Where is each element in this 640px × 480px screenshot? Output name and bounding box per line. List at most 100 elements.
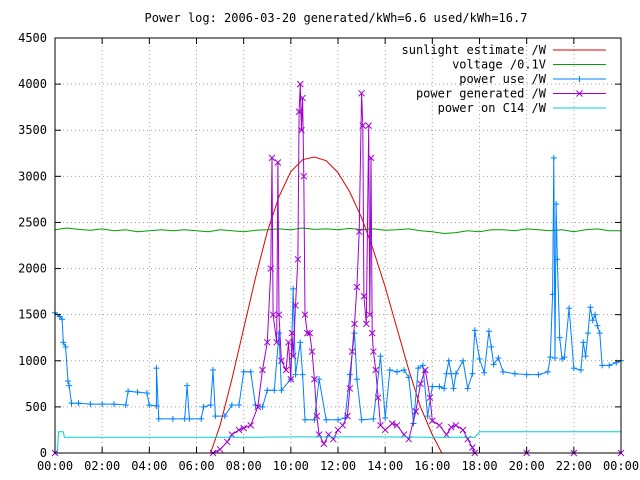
- data-point: [436, 421, 443, 429]
- data-point: [488, 343, 495, 350]
- data-point: [125, 388, 132, 395]
- chart-title: Power log: 2006-03-20 generated/kWh=6.6 …: [145, 11, 528, 25]
- x-tick-label: 10:00: [273, 459, 309, 473]
- data-point: [271, 387, 278, 394]
- data-point: [59, 316, 66, 323]
- data-point: [415, 365, 422, 372]
- data-point: [146, 402, 153, 409]
- data-point: [235, 426, 243, 434]
- legend-label: voltage /0.1V: [452, 58, 546, 72]
- data-point: [606, 362, 613, 369]
- data-point: [547, 354, 554, 361]
- data-point: [370, 415, 377, 422]
- data-point: [393, 368, 400, 375]
- data-point: [348, 348, 356, 355]
- data-point: [274, 159, 282, 166]
- y-tick-label: 4000: [18, 77, 47, 91]
- data-point: [469, 370, 476, 377]
- data-point: [495, 355, 502, 362]
- data-point: [198, 415, 205, 422]
- data-point: [362, 320, 370, 328]
- data-point: [216, 445, 224, 453]
- data-point: [358, 89, 365, 97]
- x-tick-label: 16:00: [414, 459, 450, 473]
- data-point: [308, 348, 316, 355]
- data-point: [353, 283, 361, 291]
- data-point: [298, 126, 305, 134]
- x-tick-label: 18:00: [461, 459, 497, 473]
- data-point: [268, 154, 276, 162]
- data-point: [368, 329, 376, 337]
- data-point: [212, 413, 219, 420]
- data-point: [292, 371, 299, 378]
- data-point: [228, 402, 235, 409]
- series-line: [54, 227, 621, 235]
- legend-label: power on C14 /W: [438, 101, 547, 115]
- data-point: [301, 311, 309, 319]
- legend-label: power use /W: [459, 72, 546, 86]
- data-point: [584, 330, 591, 337]
- data-point: [153, 365, 160, 372]
- data-point: [358, 416, 365, 423]
- data-point: [288, 329, 296, 337]
- data-point: [523, 371, 530, 378]
- data-point: [221, 413, 228, 420]
- data-point: [566, 305, 573, 312]
- data-point: [64, 378, 71, 385]
- data-point: [367, 154, 375, 162]
- data-point: [370, 348, 377, 355]
- series-layer: [51, 80, 625, 457]
- data-point: [452, 370, 459, 377]
- data-point: [269, 311, 277, 319]
- data-point: [576, 90, 583, 97]
- data-point: [313, 412, 321, 420]
- data-point: [99, 401, 106, 408]
- y-axis: 0 500 1000 1500 2000 2500 3000 3500 4000 4500: [18, 31, 621, 460]
- data-point: [323, 416, 330, 423]
- x-tick-label: 00:00: [603, 459, 639, 473]
- legend-item: sunlight estimate /W: [402, 43, 606, 57]
- data-point: [381, 426, 389, 434]
- data-point: [297, 339, 304, 346]
- data-point: [550, 154, 557, 161]
- data-point: [240, 368, 247, 375]
- data-point: [254, 403, 262, 411]
- data-point: [351, 330, 358, 337]
- data-point: [485, 328, 492, 335]
- data-point: [596, 330, 603, 337]
- data-point: [443, 431, 450, 438]
- data-point: [346, 385, 354, 392]
- data-point: [393, 421, 401, 429]
- series-4: [51, 80, 625, 457]
- data-point: [481, 369, 488, 376]
- data-point: [267, 265, 275, 272]
- x-axis: 00:00 02:00 04:00 06:00 08:00 10:00 12:00 14:00…: [37, 38, 639, 473]
- series-5: [55, 431, 621, 454]
- data-point: [292, 302, 299, 309]
- data-point: [587, 304, 594, 311]
- x-tick-label: 22:00: [556, 459, 592, 473]
- y-tick-label: 4500: [18, 31, 47, 45]
- x-tick-label: 14:00: [367, 459, 403, 473]
- legend-label: sunlight estimate /W: [402, 43, 547, 57]
- series-3: [52, 154, 624, 427]
- y-tick-label: 2500: [18, 215, 47, 229]
- data-point: [429, 383, 436, 390]
- data-point: [476, 355, 483, 362]
- data-point: [306, 329, 314, 337]
- data-point: [459, 357, 466, 364]
- x-tick-label: 12:00: [320, 459, 356, 473]
- y-tick-label: 2000: [18, 262, 47, 276]
- data-point: [296, 80, 304, 88]
- data-point: [428, 417, 436, 425]
- y-tick-label: 3000: [18, 169, 47, 183]
- data-point: [589, 317, 596, 324]
- y-tick-label: 1500: [18, 308, 47, 322]
- data-point: [240, 424, 248, 432]
- legend-label: power generated /W: [416, 87, 547, 101]
- data-point: [553, 201, 560, 207]
- data-point: [377, 353, 384, 360]
- data-point: [273, 338, 281, 346]
